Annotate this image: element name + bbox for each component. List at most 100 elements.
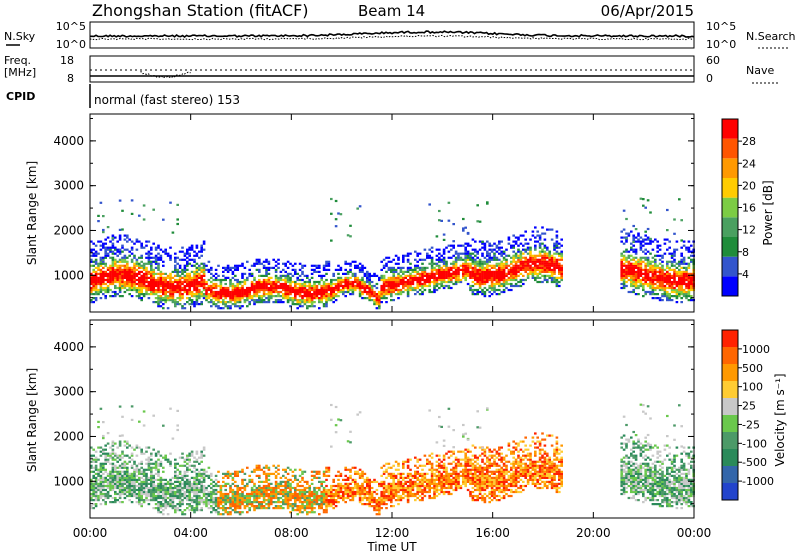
heatmap-cell xyxy=(399,293,403,296)
heatmap-cell xyxy=(397,274,400,277)
heatmap-cell xyxy=(433,286,436,290)
heatmap-cell xyxy=(478,264,482,267)
heatmap-cell xyxy=(135,260,139,263)
heatmap-cell xyxy=(354,278,357,282)
heatmap-cell xyxy=(457,244,460,247)
noise-tick-right-bottom: 10^0 xyxy=(706,38,736,51)
heatmap-cell xyxy=(258,270,261,273)
heatmap-cell xyxy=(200,452,203,455)
heatmap-cell xyxy=(351,293,355,296)
heatmap-cell xyxy=(226,482,230,485)
heatmap-cell xyxy=(210,280,213,284)
heatmap-cell xyxy=(390,290,393,294)
heatmap-cell xyxy=(555,230,559,233)
heatmap-cell xyxy=(248,494,251,498)
heatmap-cell xyxy=(138,262,141,265)
heatmap-cell xyxy=(534,244,537,247)
heatmap-cell xyxy=(147,494,151,498)
heatmap-cell xyxy=(150,276,153,279)
heatmap-cell xyxy=(258,282,261,286)
heatmap-cell xyxy=(447,276,451,279)
heatmap-cell xyxy=(538,262,542,265)
heatmap-cell xyxy=(385,284,388,288)
heatmap-cell xyxy=(128,288,131,292)
heatmap-cell xyxy=(339,213,343,216)
heatmap-cell xyxy=(97,220,100,223)
heatmap-cell xyxy=(678,264,681,267)
heatmap-cell xyxy=(178,270,182,273)
heatmap-cell xyxy=(519,278,523,282)
heatmap-cell xyxy=(313,295,316,298)
heatmap-cell xyxy=(142,482,146,485)
heatmap-cell xyxy=(193,301,196,304)
heatmap-cell xyxy=(265,476,268,479)
heatmap-cell xyxy=(171,282,175,286)
heatmap-cell xyxy=(106,278,110,282)
heatmap-cell xyxy=(186,499,189,502)
heatmap-cell xyxy=(210,290,213,294)
heatmap-cell xyxy=(111,244,115,247)
heatmap-cell xyxy=(133,288,136,292)
heatmap-cell xyxy=(97,482,100,485)
heatmap-cell xyxy=(214,305,218,308)
heatmap-cell xyxy=(406,254,410,257)
heatmap-cell xyxy=(661,282,664,286)
cpid-label: CPID xyxy=(6,90,35,103)
heatmap-cell xyxy=(522,256,525,259)
heatmap-cell xyxy=(174,266,177,269)
heatmap-cell xyxy=(188,272,191,275)
heatmap-cell xyxy=(193,501,196,504)
heatmap-cell xyxy=(675,240,679,243)
heatmap-cell xyxy=(682,270,686,273)
heatmap-cell xyxy=(680,272,683,275)
heatmap-cell xyxy=(236,499,239,502)
heatmap-cell xyxy=(174,470,177,473)
heatmap-cell xyxy=(190,470,194,473)
heatmap-cell xyxy=(97,240,100,243)
heatmap-cell xyxy=(90,301,93,304)
heatmap-cell xyxy=(356,278,359,282)
heatmap-cell xyxy=(140,244,143,247)
heatmap-cell xyxy=(246,305,249,308)
heatmap-cell xyxy=(548,256,551,259)
heatmap-cell xyxy=(207,297,211,300)
heatmap-cell xyxy=(258,260,261,263)
heatmap-cell xyxy=(253,278,256,282)
heatmap-cell xyxy=(116,472,119,475)
heatmap-cell xyxy=(202,488,206,492)
heatmap-cell xyxy=(510,274,513,277)
heatmap-cell xyxy=(150,264,153,267)
heatmap-cell xyxy=(224,472,227,475)
heatmap-cell xyxy=(474,288,477,292)
heatmap-cell xyxy=(313,288,316,292)
heatmap-cell xyxy=(685,274,688,277)
heatmap-cell xyxy=(193,460,196,463)
heatmap-cell xyxy=(200,472,203,475)
heatmap-cell xyxy=(428,288,431,292)
heatmap-cell xyxy=(267,266,271,269)
heatmap-cell xyxy=(488,295,491,298)
heatmap-cell xyxy=(310,297,314,300)
heatmap-cell xyxy=(411,276,415,279)
heatmap-cell xyxy=(142,488,146,492)
heatmap-cell xyxy=(212,488,215,492)
heatmap-cell xyxy=(687,264,691,267)
heatmap-cell xyxy=(219,307,223,310)
heatmap-cell xyxy=(154,466,158,469)
heatmap-cell xyxy=(296,301,299,304)
heatmap-cell xyxy=(493,282,496,286)
heatmap-cell xyxy=(229,305,232,308)
heatmap-cell xyxy=(267,466,271,469)
heatmap-cell xyxy=(140,282,143,286)
heatmap-cell xyxy=(390,266,393,269)
heatmap-cell xyxy=(231,286,235,290)
heatmap-cell xyxy=(90,286,93,290)
heatmap-cell xyxy=(680,280,683,284)
heatmap-cell xyxy=(426,252,429,255)
heatmap-cell xyxy=(104,264,107,267)
heatmap-cell xyxy=(157,452,160,455)
heatmap-cell xyxy=(663,293,667,296)
heatmap-cell xyxy=(394,288,398,292)
heatmap-cell xyxy=(356,264,359,267)
heatmap-cell xyxy=(284,286,287,290)
